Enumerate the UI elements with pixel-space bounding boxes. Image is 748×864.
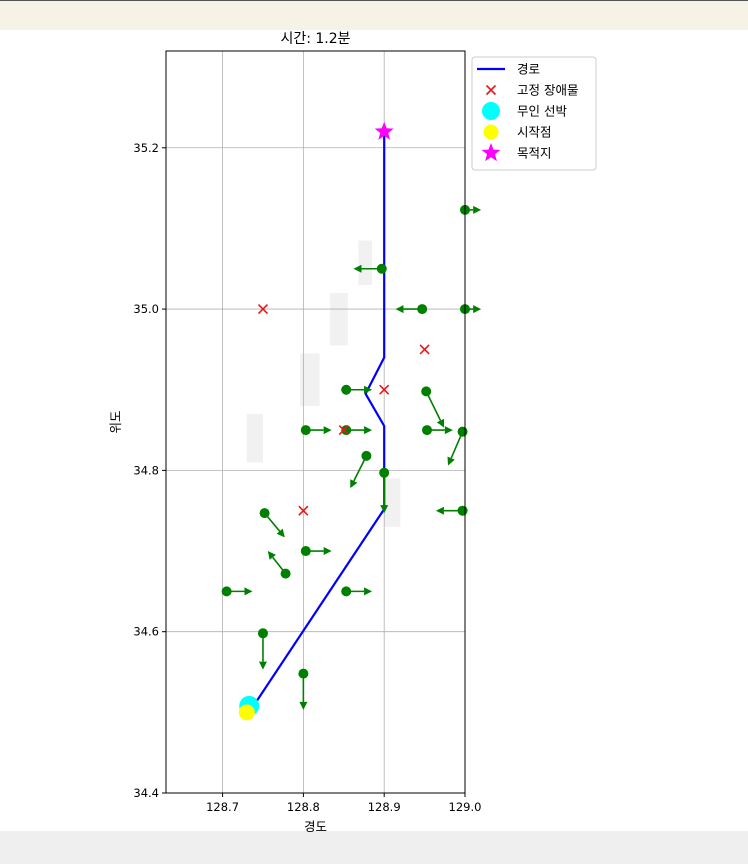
velocity-arrow-head: [380, 505, 389, 514]
velocity-arrow-head: [436, 418, 445, 428]
fixed-obstacle: [379, 384, 390, 395]
velocity-arrow-head: [364, 587, 373, 596]
legend-label: 경로: [517, 62, 540, 77]
velocity-arrow-head: [364, 426, 373, 435]
markers-layer: [238, 121, 394, 721]
y-tick-label: 34.6: [133, 625, 159, 639]
start-marker: [238, 704, 255, 721]
velocity-arrow-head: [395, 305, 404, 314]
land-patch: [384, 478, 401, 527]
velocity-arrow-head: [447, 456, 455, 466]
obstacles-layer: [257, 304, 430, 516]
legend-label: 무인 선박: [517, 104, 567, 119]
window-status-bar: [0, 831, 748, 864]
moving-obstacle: [300, 425, 311, 436]
y-tick-label: 35.0: [133, 302, 159, 316]
moving-obstacle: [298, 668, 309, 679]
x-tick-label: 128.7: [206, 800, 239, 814]
fixed-obstacle-stroke: [257, 304, 269, 315]
moving-obstacle: [341, 425, 352, 436]
moving-obstacle: [422, 425, 433, 436]
moving-obstacle: [300, 546, 311, 557]
legend-swatch: [485, 84, 497, 96]
velocity-arrow-head: [258, 661, 267, 670]
y-tick-label: 34.4: [133, 786, 159, 800]
grid-lines: [166, 51, 466, 794]
path-line: [248, 131, 386, 713]
fixed-obstacle-stroke: [419, 344, 430, 355]
x-tick-label: 128.9: [368, 800, 401, 814]
fixed-obstacle-stroke: [298, 505, 309, 516]
land-patch: [300, 353, 320, 406]
legend-label: 고정 장애물: [517, 83, 578, 98]
x-axis-label: 경도: [304, 819, 327, 834]
moving-obstacle: [259, 508, 270, 519]
y-tick-label: 35.2: [133, 141, 159, 155]
velocity-arrow-head: [276, 528, 285, 538]
land-patch: [330, 292, 348, 346]
velocity-arrow-head: [299, 701, 308, 710]
velocity-arrow-head: [323, 547, 332, 556]
velocity-arrow-head: [244, 587, 253, 596]
y-axis-label: 위도: [108, 410, 123, 433]
velocity-arrow-head: [444, 426, 453, 435]
legend-swatch: [481, 143, 501, 162]
legend-label: 시작점: [517, 125, 552, 140]
fixed-obstacle: [257, 304, 269, 315]
y-tick-label: 34.8: [133, 463, 159, 477]
velocity-arrow-head: [267, 551, 276, 560]
fixed-obstacle: [338, 424, 349, 436]
land-patch: [246, 413, 263, 463]
velocity-arrow-head: [364, 385, 373, 394]
fixed-obstacle-stroke: [379, 384, 390, 395]
moving-obstacles-layer: [221, 204, 482, 710]
land-layer: [246, 240, 401, 527]
velocity-arrow-shaft: [425, 391, 442, 421]
fixed-obstacle: [419, 344, 430, 355]
goal-marker: [374, 121, 394, 140]
chart-title: 시간: 1.2분: [280, 31, 350, 47]
moving-obstacle: [257, 628, 268, 639]
moving-obstacle: [361, 450, 372, 461]
path-layer: [248, 131, 386, 713]
moving-obstacle: [457, 505, 468, 516]
moving-obstacle: [379, 467, 390, 478]
moving-obstacle: [376, 263, 387, 274]
velocity-arrow-head: [473, 205, 482, 214]
legend-box: [471, 56, 597, 171]
window-title-bar: [0, 0, 748, 30]
plot-frame: [165, 50, 466, 794]
x-tick-label: 128.8: [287, 800, 320, 814]
moving-obstacle: [221, 586, 232, 597]
land-patch: [358, 240, 373, 285]
fixed-obstacle: [298, 505, 309, 516]
x-tick-label: 129.0: [449, 800, 482, 814]
velocity-arrow-head: [435, 506, 444, 515]
moving-obstacle: [421, 386, 432, 397]
legend-label: 목적지: [517, 146, 552, 161]
moving-obstacle: [417, 304, 428, 315]
fixed-obstacle-stroke: [338, 424, 349, 436]
velocity-arrow-head: [353, 264, 362, 273]
legend-swatch: [483, 124, 499, 140]
velocity-arrow-head: [323, 426, 332, 435]
legend-swatch: [482, 102, 500, 120]
axis-ticks: 128.7 128.8 128.9 129.0 34.4 34.6 34.8 35.0 35.2: [133, 141, 481, 814]
moving-obstacle: [457, 426, 468, 437]
moving-obstacle: [341, 384, 352, 395]
moving-obstacle: [280, 568, 291, 579]
moving-obstacle: [341, 586, 352, 597]
velocity-arrow-head: [473, 305, 482, 314]
velocity-arrow-head: [350, 479, 358, 489]
